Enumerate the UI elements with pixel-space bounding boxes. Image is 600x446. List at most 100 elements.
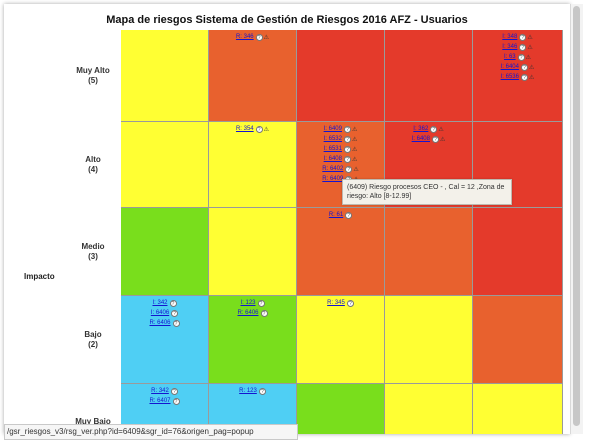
risk-link[interactable]: R: 342 [151,388,169,394]
risk-link[interactable]: R: 123 [239,388,257,394]
help-icon[interactable]: ? [260,309,268,317]
risk-cell [385,296,473,384]
warning-icon[interactable]: ⚠ [525,54,532,61]
risk-link[interactable]: R: 6409 [322,176,344,182]
risk-link-row: R: 345? [327,298,354,308]
help-icon[interactable]: ? [431,135,439,143]
risk-link-row: I: 6409? ⚠ [323,124,358,134]
help-icon[interactable]: ? [172,397,180,405]
risk-link[interactable]: R: 6406 [149,320,171,326]
help-icon[interactable]: ? [520,73,528,81]
risk-cell: R: 354? ⚠ [209,122,297,208]
help-icon[interactable]: ? [343,145,351,153]
help-icon[interactable]: ? [255,125,263,133]
risk-link-row: I: 6536? ⚠ [500,72,535,82]
risk-link[interactable]: I: 342 [152,300,168,306]
risk-link[interactable]: R: 61 [328,212,344,218]
risk-link-row: R: 6407? [149,396,180,406]
risk-link[interactable]: R: 345 [327,300,345,306]
risk-cell [297,30,385,122]
risk-link[interactable]: R: 6407 [149,398,171,404]
risk-cell [385,208,473,296]
warning-icon[interactable]: ⚠ [528,74,535,81]
help-icon[interactable]: ? [172,319,180,327]
risk-cell [209,208,297,296]
risk-link[interactable]: R: 6406 [237,310,259,316]
impact-level-name: Muy Alto [76,66,110,75]
risk-link[interactable]: I: 348 [502,34,518,40]
warning-icon[interactable]: ⚠ [351,126,358,133]
impact-row-label: Alto (4) [68,155,118,175]
help-icon[interactable]: ? [343,135,351,143]
impact-level-number: (2) [88,340,98,349]
impact-row-label: Medio (3) [68,242,118,262]
risk-link[interactable]: I: 6409 [323,126,342,132]
help-icon[interactable]: ? [343,125,351,133]
risk-link[interactable]: R: 354 [235,126,254,132]
help-icon[interactable]: ? [171,309,179,317]
risk-link[interactable]: I: 6404 [500,64,519,70]
help-icon[interactable]: ? [258,387,266,395]
risk-link[interactable]: R: 346 [235,34,254,40]
risk-link-row: I: 6408? ⚠ [411,134,446,144]
risk-link[interactable]: I: 6531 [323,146,342,152]
risk-link[interactable]: I: 63 [503,54,516,60]
risk-link-row: I: 346? ⚠ [502,42,533,52]
risk-cell [121,30,209,122]
help-icon[interactable]: ? [169,299,177,307]
risk-link-row: R: 6406? [149,318,180,328]
warning-icon[interactable]: ⚠ [351,136,358,143]
risk-cell [473,296,563,384]
risk-link-row: R: 354? ⚠ [236,124,269,134]
risk-cell: I: 348? ⚠ I: 346? ⚠ I: 63? ⚠ I: 6404? ⚠ I: 6536?… [473,30,563,122]
help-icon[interactable]: ? [519,33,527,41]
warning-icon[interactable]: ⚠ [527,34,533,41]
risk-cell [385,384,473,434]
risk-link[interactable]: I: 6408 [323,156,342,162]
risk-link[interactable]: I: 6536 [500,74,519,80]
risk-link[interactable]: I: 6532 [323,136,342,142]
risk-link-row: I: 6531? ⚠ [323,144,358,154]
warning-icon[interactable]: ⚠ [527,44,533,51]
warning-icon[interactable]: ⚠ [351,156,358,163]
warning-icon[interactable]: ⚠ [351,146,358,153]
y-axis-label: Impacto [24,272,55,281]
warning-icon[interactable]: ⚠ [528,64,535,71]
risk-link[interactable]: I: 123 [240,300,256,306]
impact-row-label: Muy Bajo [68,417,118,427]
impact-level-name: Alto [85,155,101,164]
warning-icon[interactable]: ⚠ [439,136,446,143]
help-icon[interactable]: ? [517,53,525,61]
risk-link-row: R: 6402? ⚠ [322,164,359,174]
impact-level-number: (5) [88,76,98,85]
risk-link[interactable]: I: 346 [502,44,518,50]
warning-icon[interactable]: ⚠ [263,126,270,133]
help-icon[interactable]: ? [520,63,528,71]
risk-link[interactable]: I: 6406 [150,310,170,316]
warning-icon[interactable]: ⚠ [263,34,270,41]
risk-link-row: R: 61? [328,210,353,220]
help-icon[interactable]: ? [346,299,354,307]
warning-icon[interactable]: ⚠ [353,166,359,173]
risk-link[interactable]: I: 362 [413,126,429,132]
help-icon[interactable]: ? [345,211,353,219]
risk-link[interactable]: I: 6408 [411,136,430,142]
risk-link[interactable]: R: 6402 [322,166,344,172]
risk-link-row: R: 6406? [237,308,268,318]
help-icon[interactable]: ? [345,165,353,173]
help-icon[interactable]: ? [343,155,351,163]
help-icon[interactable]: ? [255,33,263,41]
help-icon[interactable]: ? [430,125,438,133]
status-bar-url: /gsr_riesgos_v3/rsg_ver.php?id=6409&sgr_… [4,424,298,440]
risk-link-row: I: 6404? ⚠ [500,62,535,72]
vertical-scrollbar[interactable] [570,4,583,434]
scrollbar-thumb[interactable] [573,6,580,426]
help-icon[interactable]: ? [257,299,265,307]
warning-icon[interactable]: ⚠ [438,126,444,133]
risk-cell: R: 346? ⚠ [209,30,297,122]
help-icon[interactable]: ? [170,387,178,395]
risk-link-row: R: 346? ⚠ [236,32,269,42]
help-icon[interactable]: ? [519,43,527,51]
impact-level-number: (4) [88,165,98,174]
page-title: Mapa de riesgos Sistema de Gestión de Ri… [106,14,468,26]
